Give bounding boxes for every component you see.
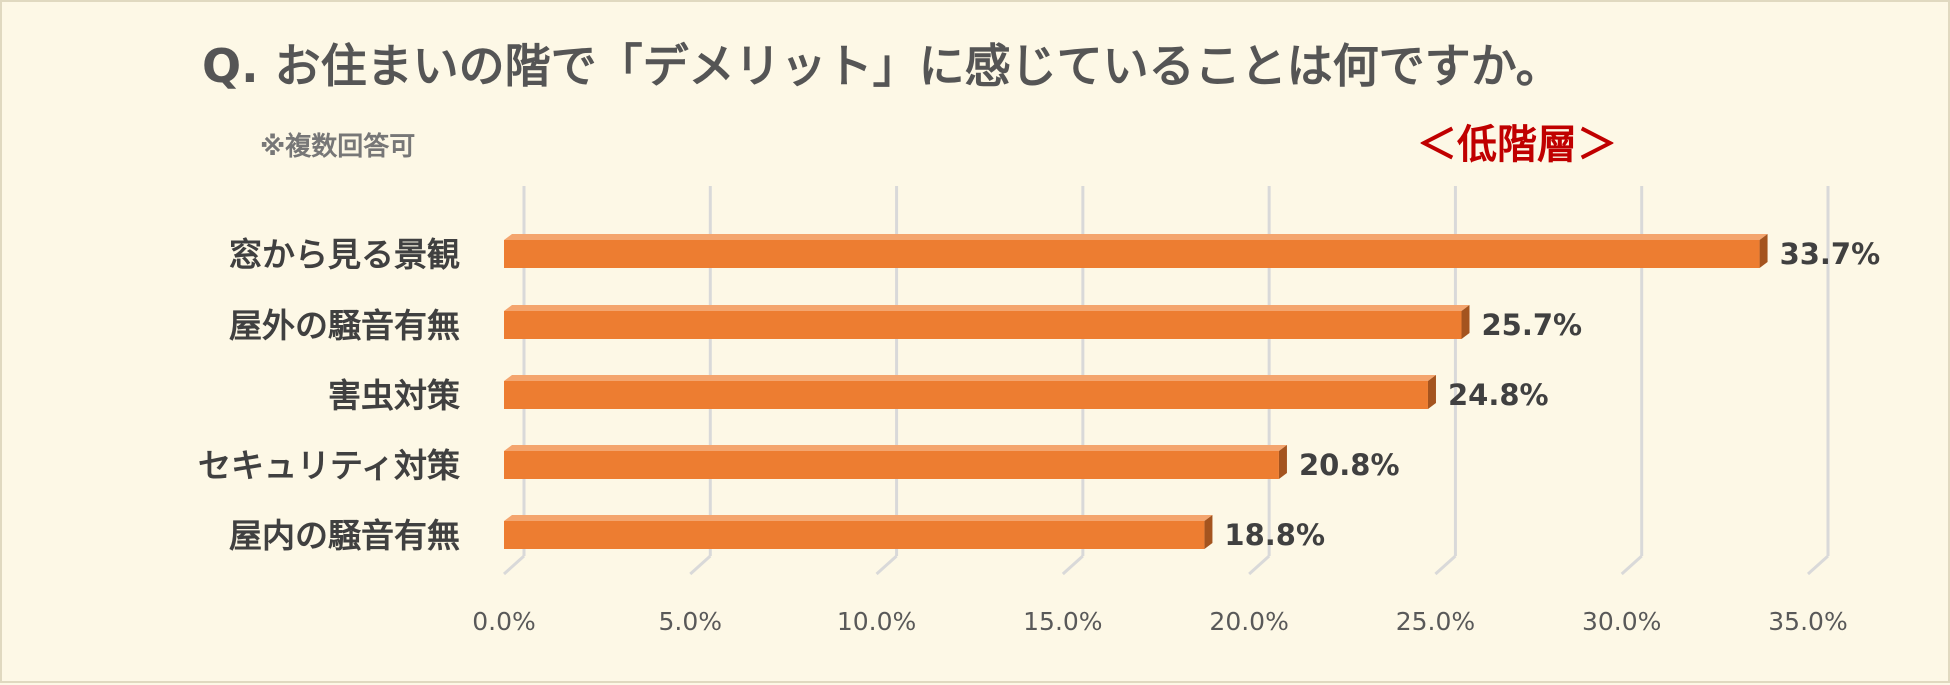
bar-top [504,375,1436,381]
gridline-floor [502,554,526,576]
x-tick-label: 0.0% [472,607,536,636]
value-label: 20.8% [1299,448,1400,482]
category-label: 害虫対策 [328,376,460,415]
gridline-floor [1434,554,1457,576]
gridline-floor [689,554,712,576]
bar-top [504,515,1213,521]
bar-top [504,305,1470,311]
x-tick-label: 10.0% [837,607,916,636]
bar [504,240,1760,268]
x-tick-label: 5.0% [659,607,723,636]
bar [504,311,1462,339]
x-tick-label: 25.0% [1396,607,1475,636]
bar-side [1204,515,1213,549]
bar [504,381,1428,409]
chart-title: Q. お住まいの階で「デメリット」に感じていることは何ですか。 [202,39,1562,93]
segment-label: ＜低階層＞ [1417,122,1617,168]
multiple-answer-note: ※複数回答可 [260,132,416,162]
gridline-floor [1806,554,1830,576]
gridline-floor [1248,554,1271,576]
bar [504,521,1205,549]
bar-side [1427,375,1436,409]
x-tick-label: 35.0% [1768,607,1847,636]
bar [504,451,1279,479]
value-label: 33.7% [1780,237,1881,271]
bar-top [504,445,1287,451]
bar-layer [504,234,1768,549]
value-label: 25.7% [1482,308,1583,342]
bar-side [1759,234,1768,268]
gridline-floor [1620,554,1643,576]
bar-top [504,234,1768,240]
category-label: 屋外の騒音有無 [229,306,460,345]
bar-side [1461,305,1470,339]
value-label: 18.8% [1224,518,1325,552]
value-label: 24.8% [1448,378,1549,412]
category-label: セキュリティ対策 [198,446,460,485]
x-tick-label: 15.0% [1023,607,1102,636]
x-tick-label: 30.0% [1582,607,1661,636]
label-layer: 0.0% 5.0% 10.0% 15.0% 20.0% 25.0% 30.0% 35.0% 窓か… [198,235,1880,636]
gridline-floor [875,554,898,576]
x-tick-label: 20.0% [1209,607,1288,636]
category-label: 屋内の騒音有無 [229,516,460,555]
category-label: 窓から見る景観 [229,235,460,274]
gridline-floor [1061,554,1084,576]
bar-side [1278,445,1287,479]
